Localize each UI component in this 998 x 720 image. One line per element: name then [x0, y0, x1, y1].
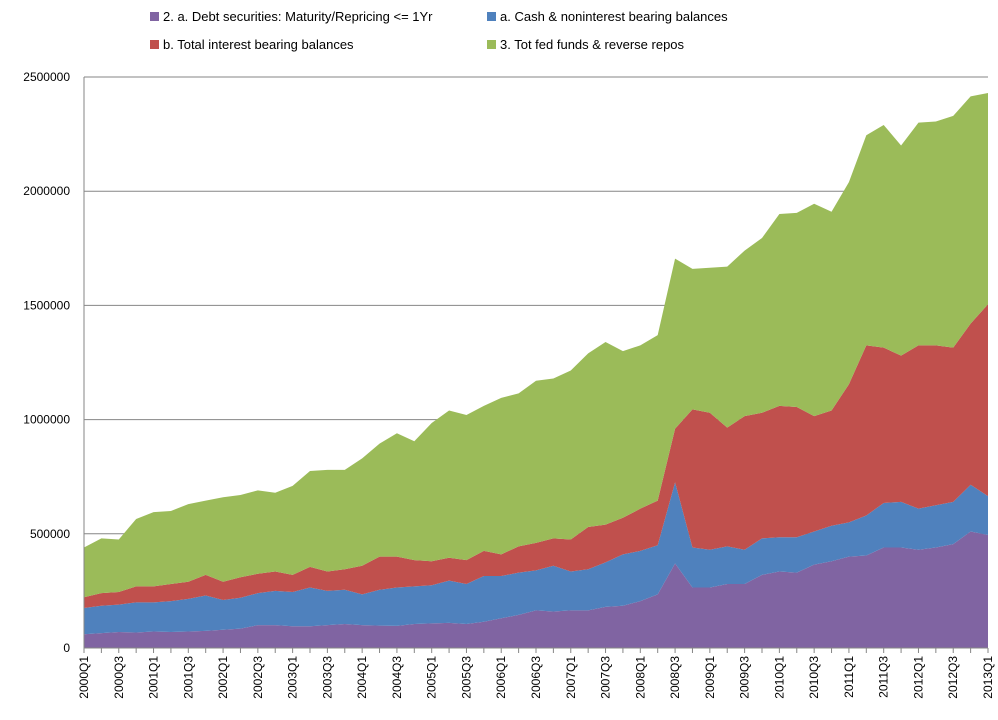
x-tick-label: 2005Q3	[459, 656, 473, 699]
x-tick-label: 2010Q1	[772, 656, 786, 699]
legend-swatch	[487, 12, 496, 21]
x-tick-label: 2012Q1	[911, 656, 925, 699]
legend-label: 3. Tot fed funds & reverse repos	[500, 37, 685, 52]
x-tick-label: 2009Q3	[738, 656, 752, 699]
y-tick-label: 500000	[30, 527, 70, 541]
legend-swatch	[150, 12, 159, 21]
y-tick-label: 0	[63, 641, 70, 655]
x-tick-label: 2001Q1	[147, 656, 161, 699]
legend-label: 2. a. Debt securities: Maturity/Repricin…	[163, 9, 433, 24]
area	[84, 304, 988, 609]
x-tick-label: 2011Q3	[877, 656, 891, 698]
x-tick-label: 2006Q1	[494, 656, 508, 699]
x-tick-label: 2003Q3	[320, 656, 334, 699]
y-tick-label: 1500000	[23, 298, 70, 312]
area	[84, 531, 988, 648]
x-tick-label: 2001Q3	[181, 656, 195, 699]
legend-swatch	[487, 40, 496, 49]
x-tick-label: 2005Q1	[425, 656, 439, 699]
x-tick-label: 2008Q3	[668, 656, 682, 699]
legend-swatch	[150, 40, 159, 49]
x-tick-label: 2004Q3	[390, 656, 404, 699]
x-tick-label: 2009Q1	[703, 656, 717, 699]
legend-label: a. Cash & noninterest bearing balances	[500, 9, 728, 24]
y-tick-label: 2500000	[23, 70, 70, 84]
x-tick-label: 2011Q1	[842, 656, 856, 698]
x-tick-label: 2012Q3	[946, 656, 960, 699]
x-tick-label: 2007Q1	[564, 656, 578, 699]
x-tick-label: 2013Q1	[981, 656, 995, 699]
legend-label: b. Total interest bearing balances	[163, 37, 354, 52]
area	[84, 92, 988, 598]
x-tick-label: 2006Q3	[529, 656, 543, 699]
x-tick-label: 2002Q3	[251, 656, 265, 699]
x-tick-label: 2004Q1	[355, 656, 369, 699]
x-tick-label: 2003Q1	[286, 656, 300, 699]
x-tick-label: 2002Q1	[216, 656, 230, 699]
x-tick-label: 2007Q3	[599, 656, 613, 699]
area	[84, 482, 988, 635]
x-tick-label: 2010Q3	[807, 656, 821, 699]
y-tick-label: 1000000	[23, 413, 70, 427]
y-tick-label: 2000000	[23, 184, 70, 198]
x-tick-label: 2008Q1	[633, 656, 647, 699]
x-tick-label: 2000Q3	[112, 656, 126, 699]
x-tick-label: 2000Q1	[77, 656, 91, 699]
